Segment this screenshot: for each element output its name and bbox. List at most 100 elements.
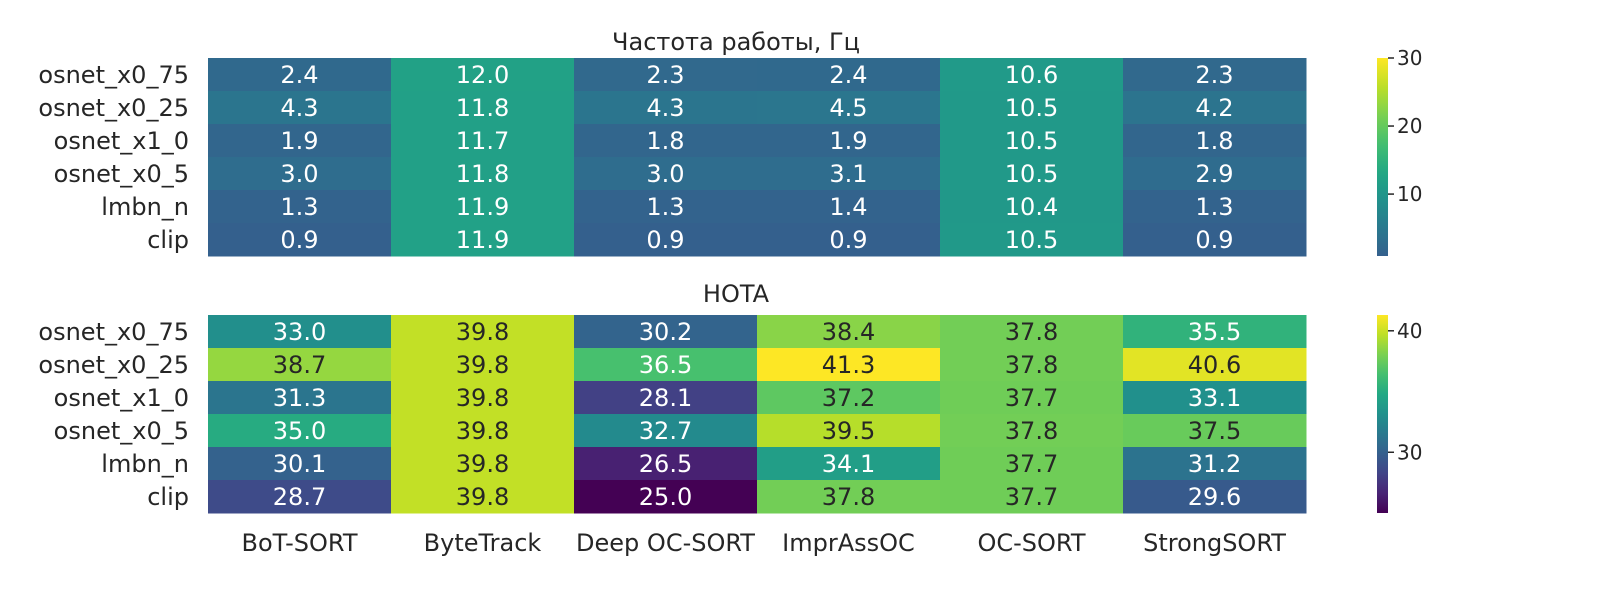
heatmap-cell	[1123, 58, 1307, 92]
row-labels-hota: osnet_x0_75 osnet_x0_25 osnet_x1_0 osnet_x0…	[38, 318, 189, 511]
cell-value-label: 4.2	[1195, 94, 1233, 122]
cell-value-label: 33.1	[1188, 384, 1241, 412]
heatmap-cell	[208, 223, 392, 257]
cell-value-label: 4.5	[829, 94, 867, 122]
cell-value-label: 10.5	[1005, 127, 1058, 155]
heatmap-cell	[391, 223, 575, 257]
cell-value-label: 12.0	[456, 61, 509, 89]
heatmap-cell	[940, 58, 1124, 92]
heatmap-cell	[940, 157, 1124, 191]
heatmap-cells-hota: 33.0 39.8 30.2 38.4 37.8 35.5 38.7 39.8 36.5 41.3…	[208, 315, 1307, 514]
heatmap-cell	[574, 91, 758, 125]
cell-value-label: 25.0	[639, 483, 692, 511]
heatmap-cell	[940, 381, 1124, 415]
row-label: osnet_x0_25	[38, 94, 189, 122]
heatmap-cell	[757, 157, 941, 191]
heatmap-panel-frequency: Частота работы, Гц 2.4 12.0 2.3 2.4 10.6 2.3 4…	[38, 28, 1422, 257]
cell-value-label: 33.0	[273, 318, 326, 346]
cell-value-label: 2.3	[646, 61, 684, 89]
cell-value-label: 31.3	[273, 384, 326, 412]
cell-value-label: 26.5	[639, 450, 692, 478]
heatmap-cell	[391, 91, 575, 125]
column-label: BoT-SORT	[242, 529, 358, 557]
cell-value-label: 10.5	[1005, 160, 1058, 188]
heatmap-cell	[574, 447, 758, 481]
heatmap-cell	[1123, 381, 1307, 415]
heatmap-cell	[1123, 157, 1307, 191]
row-label: osnet_x0_5	[54, 160, 189, 188]
cell-value-label: 1.3	[646, 193, 684, 221]
heatmap-cell	[391, 480, 575, 514]
heatmap-cell	[391, 447, 575, 481]
heatmap-cell	[1123, 447, 1307, 481]
colorbar-tick-label: 20	[1397, 114, 1422, 138]
cell-value-label: 37.7	[1005, 450, 1058, 478]
heatmap-cell	[757, 124, 941, 158]
cell-value-label: 31.2	[1188, 450, 1241, 478]
heatmap-cell	[1123, 190, 1307, 224]
cell-value-label: 29.6	[1188, 483, 1241, 511]
heatmap-cell	[574, 157, 758, 191]
cell-value-label: 37.7	[1005, 483, 1058, 511]
cell-value-label: 2.3	[1195, 61, 1233, 89]
cell-value-label: 39.8	[456, 450, 509, 478]
heatmap-cell	[757, 91, 941, 125]
cell-value-label: 2.4	[829, 61, 867, 89]
chart-title-frequency: Частота работы, Гц	[612, 28, 860, 56]
colorbar-frequency: 10 20 30	[1377, 46, 1422, 256]
row-labels-frequency: osnet_x0_75 osnet_x0_25 osnet_x1_0 osnet_x0…	[38, 61, 189, 254]
row-label: osnet_x0_75	[38, 61, 189, 89]
heatmap-cell	[757, 190, 941, 224]
cell-value-label: 37.8	[1005, 318, 1058, 346]
cell-value-label: 0.9	[646, 226, 684, 254]
cell-value-label: 1.9	[829, 127, 867, 155]
heatmap-cell	[208, 315, 392, 349]
heatmap-cell	[391, 315, 575, 349]
cell-value-label: 1.3	[280, 193, 318, 221]
colorbar-tick-label: 30	[1397, 440, 1422, 464]
cell-value-label: 1.9	[280, 127, 318, 155]
cell-value-label: 36.5	[639, 351, 692, 379]
cell-value-label: 37.2	[822, 384, 875, 412]
chart-title-hota: HOTA	[703, 280, 770, 308]
heatmap-cell	[757, 381, 941, 415]
heatmap-cell	[940, 480, 1124, 514]
cell-value-label: 34.1	[822, 450, 875, 478]
column-labels: BoT-SORT ByteTrack Deep OC-SORT ImprAssOC OC…	[242, 529, 1287, 557]
heatmap-cell	[208, 157, 392, 191]
cell-value-label: 39.8	[456, 351, 509, 379]
heatmap-cell	[208, 381, 392, 415]
cell-value-label: 3.1	[829, 160, 867, 188]
heatmap-cell	[391, 157, 575, 191]
row-label: lmbn_n	[101, 193, 189, 221]
heatmap-cell	[391, 348, 575, 382]
cell-value-label: 39.8	[456, 318, 509, 346]
column-label: OC-SORT	[977, 529, 1085, 557]
heatmap-cell	[757, 223, 941, 257]
cell-value-label: 4.3	[280, 94, 318, 122]
cell-value-label: 37.7	[1005, 384, 1058, 412]
heatmap-cell	[757, 447, 941, 481]
heatmap-cell	[208, 480, 392, 514]
heatmap-cell	[757, 315, 941, 349]
cell-value-label: 30.2	[639, 318, 692, 346]
cell-value-label: 11.8	[456, 160, 509, 188]
heatmap-cell	[940, 124, 1124, 158]
cell-value-label: 10.5	[1005, 94, 1058, 122]
heatmap-cell	[940, 348, 1124, 382]
cell-value-label: 2.4	[280, 61, 318, 89]
cell-value-label: 11.9	[456, 193, 509, 221]
heatmap-cell	[574, 480, 758, 514]
cell-value-label: 30.1	[273, 450, 326, 478]
cell-value-label: 10.4	[1005, 193, 1058, 221]
heatmap-cell	[940, 414, 1124, 448]
heatmap-cell	[208, 414, 392, 448]
cell-value-label: 1.8	[1195, 127, 1233, 155]
cell-value-label: 11.8	[456, 94, 509, 122]
heatmap-cell	[1123, 414, 1307, 448]
heatmap-cell	[391, 124, 575, 158]
cell-value-label: 11.7	[456, 127, 509, 155]
cell-value-label: 0.9	[280, 226, 318, 254]
cell-value-label: 39.8	[456, 384, 509, 412]
